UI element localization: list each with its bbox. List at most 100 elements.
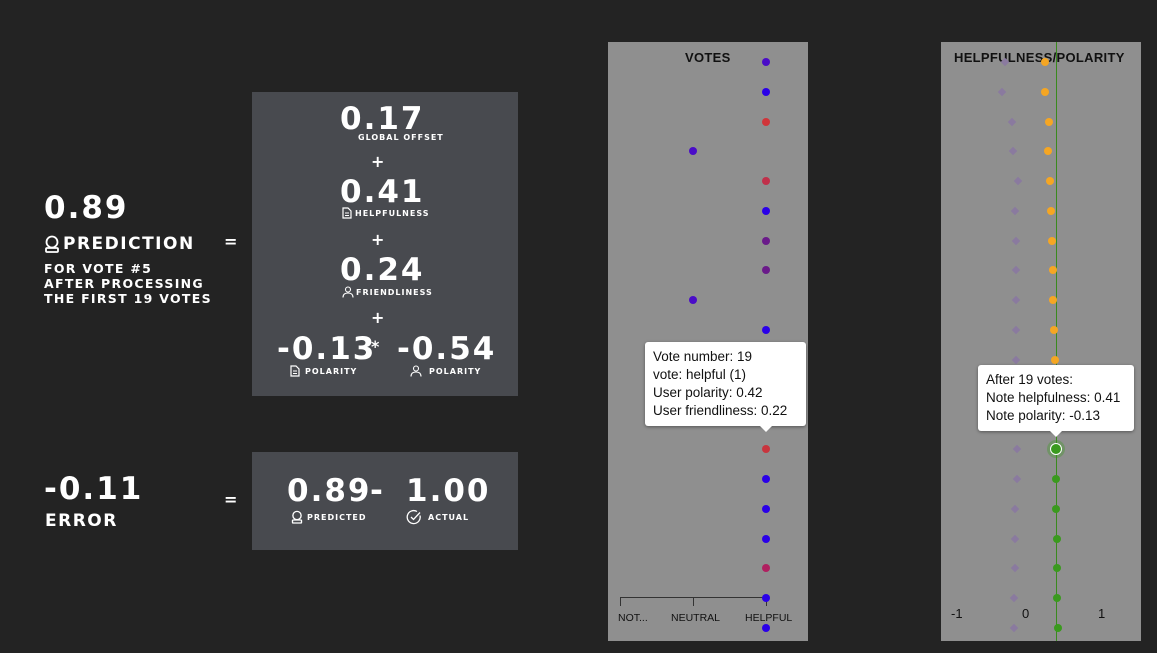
vote-dot[interactable] — [762, 88, 770, 96]
polarity-point[interactable] — [1013, 176, 1023, 186]
polarity-point[interactable] — [1007, 117, 1017, 127]
vote-dot[interactable] — [762, 535, 770, 543]
helpfulness-point[interactable] — [1049, 296, 1057, 304]
axis-label-not: NOT... — [618, 612, 648, 624]
helpfulness-point[interactable] — [1052, 475, 1060, 483]
helpfulness-point[interactable] — [1053, 564, 1061, 572]
actual-value: 1.00 — [406, 473, 491, 509]
helpfulness-point[interactable] — [1053, 594, 1061, 602]
predicted-label-row: PREDICTED — [291, 510, 367, 524]
helpfulness-point[interactable] — [1054, 624, 1062, 632]
friendliness-label: FRIENDLINESS — [356, 287, 433, 297]
polarity-point[interactable] — [1010, 504, 1020, 514]
axis-tick-0: 0 — [1022, 606, 1030, 621]
polarity-point[interactable] — [1011, 236, 1021, 246]
vote-dot[interactable] — [762, 564, 770, 572]
vote-dot[interactable] — [689, 147, 697, 155]
helpfulness-point[interactable] — [1044, 147, 1052, 155]
user-icon — [342, 286, 354, 298]
polarity-point[interactable] — [1011, 355, 1021, 365]
polarity-point[interactable] — [1010, 206, 1020, 216]
vote-dot[interactable] — [762, 237, 770, 245]
tooltip-note-helpfulness: Note helpfulness: 0.41 — [986, 390, 1121, 405]
actual-label-row: ACTUAL — [406, 509, 469, 525]
context-line-2: AFTER PROCESSING — [44, 276, 204, 291]
polarity-point[interactable] — [1009, 593, 1019, 603]
note-polarity-label: POLARITY — [305, 366, 358, 376]
polarity-point[interactable] — [1010, 563, 1020, 573]
helpfulness-point[interactable] — [1046, 177, 1054, 185]
crystal-ball-icon — [44, 235, 60, 253]
polarity-point[interactable] — [1012, 444, 1022, 454]
helpfulness-tooltip: After 19 votes: Note helpfulness: 0.41 N… — [978, 365, 1134, 437]
helpfulness-point[interactable] — [1050, 326, 1058, 334]
note-polarity-value: -0.13 — [277, 331, 377, 367]
axis-label-neutral: NEUTRAL — [671, 612, 721, 624]
context-line-3: THE FIRST 19 VOTES — [44, 291, 212, 306]
tooltip-arrow — [1050, 431, 1062, 437]
error-box: 0.89 - 1.00 PREDICTED ACTUAL — [252, 452, 518, 550]
vote-dot[interactable] — [689, 296, 697, 304]
axis-tick-1: 1 — [1098, 606, 1106, 621]
vote-dot-selected[interactable] — [762, 445, 770, 453]
polarity-point[interactable] — [1011, 325, 1021, 335]
vote-dot[interactable] — [762, 624, 770, 632]
error-equals: = — [224, 490, 238, 509]
vote-dot[interactable] — [762, 505, 770, 513]
polarity-point[interactable] — [1011, 295, 1021, 305]
vote-dot[interactable] — [762, 118, 770, 126]
tooltip-user-friendliness: User friendliness: 0.22 — [653, 403, 788, 418]
votes-panel: VOTES NOT... NEUTRAL HELPFUL — [608, 42, 808, 641]
helpfulness-point[interactable] — [1041, 88, 1049, 96]
polarity-point[interactable] — [1011, 265, 1021, 275]
helpfulness-point[interactable] — [1045, 118, 1053, 126]
vote-dot[interactable] — [762, 58, 770, 66]
tooltip-arrow — [760, 426, 772, 432]
user-polarity-value: -0.54 — [397, 331, 497, 367]
check-circle-icon — [406, 509, 422, 525]
helpfulness-point[interactable] — [1053, 535, 1061, 543]
polarity-point[interactable] — [1009, 623, 1019, 633]
note-polarity-label-row: POLARITY — [290, 365, 357, 377]
crystal-ball-icon — [291, 510, 303, 524]
global-offset-value: 0.17 — [340, 101, 425, 137]
vote-dot[interactable] — [762, 177, 770, 185]
note-icon — [290, 365, 300, 377]
vote-dot[interactable] — [762, 266, 770, 274]
prediction-context: FOR VOTE #5 AFTER PROCESSING THE FIRST 1… — [44, 261, 212, 306]
user-polarity-label-row: POLARITY — [410, 365, 481, 377]
tooltip-vote-number: Vote number: 19 — [653, 349, 753, 364]
tooltip-note-polarity: Note polarity: -0.13 — [986, 408, 1101, 423]
axis-tick-neg1: -1 — [951, 606, 963, 621]
actual-label: ACTUAL — [428, 512, 470, 522]
polarity-point[interactable] — [1010, 534, 1020, 544]
context-line-1: FOR VOTE #5 — [44, 261, 153, 276]
times-sign: * — [371, 337, 380, 356]
prediction-equals: = — [224, 232, 238, 251]
tooltip-user-polarity: User polarity: 0.42 — [653, 385, 763, 400]
error-label: ERROR — [45, 511, 118, 531]
minus-sign: - — [370, 473, 385, 509]
polarity-point[interactable] — [1008, 146, 1018, 156]
helpfulness-point[interactable] — [1047, 207, 1055, 215]
helpfulness-point[interactable] — [1048, 237, 1056, 245]
helpfulness-point-selected[interactable] — [1050, 443, 1062, 455]
vote-dot[interactable] — [762, 594, 770, 602]
vote-tooltip: Vote number: 19 vote: helpful (1) User p… — [645, 342, 806, 432]
helpfulness-point[interactable] — [1051, 356, 1059, 364]
user-polarity-label: POLARITY — [429, 366, 482, 376]
friendliness-value: 0.24 — [340, 252, 425, 288]
vote-dot[interactable] — [762, 207, 770, 215]
prediction-value: 0.89 — [44, 190, 129, 226]
helpfulness-point[interactable] — [1041, 58, 1049, 66]
vote-dot[interactable] — [762, 475, 770, 483]
helpfulness-polarity-panel: HELPFULNESS/POLARITY -1 0 1 — [941, 42, 1141, 641]
polarity-point[interactable] — [1012, 474, 1022, 484]
polarity-point[interactable] — [997, 87, 1007, 97]
helpfulness-label: HELPFULNESS — [355, 208, 430, 218]
helpfulness-point[interactable] — [1052, 505, 1060, 513]
plus-sign-2: + — [371, 230, 385, 249]
helpfulness-point[interactable] — [1049, 266, 1057, 274]
vote-dot[interactable] — [762, 326, 770, 334]
helpfulness-panel-title: HELPFULNESS/POLARITY — [954, 50, 1125, 65]
